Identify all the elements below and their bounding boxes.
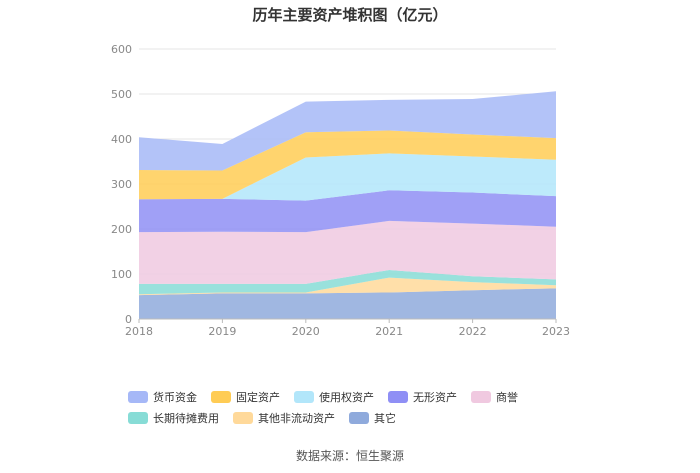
- legend-label: 其他非流动资产: [258, 411, 335, 425]
- x-tick-label: 2020: [292, 325, 320, 338]
- y-tick-label: 300: [111, 178, 132, 191]
- legend: 货币资金 固定资产 使用权资产 无形资产 商誉长期待摊费用 其他非流动资产 其它: [128, 389, 598, 425]
- legend-swatch: [211, 390, 231, 403]
- x-tick-label: 2018: [125, 325, 153, 338]
- area-series: [139, 277, 556, 296]
- legend-label: 无形资产: [413, 390, 457, 404]
- legend-label: 其它: [374, 411, 396, 425]
- y-tick-label: 400: [111, 133, 132, 146]
- legend-item[interactable]: 其他非流动资产: [233, 410, 335, 425]
- y-tick-label: 600: [111, 43, 132, 56]
- legend-item[interactable]: 其它: [349, 410, 396, 425]
- legend-swatch: [233, 411, 253, 424]
- legend-swatch: [294, 390, 314, 403]
- legend-item[interactable]: 商誉: [471, 389, 518, 404]
- legend-item[interactable]: 货币资金: [128, 389, 197, 404]
- legend-swatch: [128, 411, 148, 424]
- legend-swatch: [128, 390, 148, 403]
- area-series: [139, 130, 556, 200]
- legend-item[interactable]: 长期待摊费用: [128, 410, 219, 425]
- legend-swatch: [471, 390, 491, 403]
- area-series: [139, 153, 556, 201]
- legend-item[interactable]: 使用权资产: [294, 389, 374, 404]
- y-tick-label: 100: [111, 268, 132, 281]
- y-tick-label: 200: [111, 223, 132, 236]
- area-series: [139, 220, 556, 284]
- y-tick-label: 0: [125, 313, 132, 326]
- data-source: 数据来源：恒生聚源: [295, 449, 404, 463]
- area-series: [139, 269, 556, 295]
- area-series: [139, 91, 556, 171]
- legend-swatch: [388, 390, 408, 403]
- legend-swatch: [349, 411, 369, 424]
- x-tick-label: 2022: [459, 325, 487, 338]
- area-series: [139, 288, 556, 319]
- chart-title: 历年主要资产堆积图（亿元）: [252, 6, 448, 24]
- x-tick-label: 2023: [542, 325, 570, 338]
- area-series: [139, 190, 556, 233]
- legend-label: 长期待摊费用: [153, 411, 219, 425]
- legend-label: 使用权资产: [319, 390, 374, 404]
- legend-label: 货币资金: [153, 390, 197, 404]
- legend-item[interactable]: 固定资产: [211, 389, 280, 404]
- x-tick-label: 2021: [375, 325, 403, 338]
- x-tick-label: 2019: [208, 325, 236, 338]
- legend-label: 固定资产: [236, 390, 280, 404]
- legend-item[interactable]: 无形资产: [388, 389, 457, 404]
- y-tick-label: 500: [111, 88, 132, 101]
- legend-label: 商誉: [496, 390, 518, 404]
